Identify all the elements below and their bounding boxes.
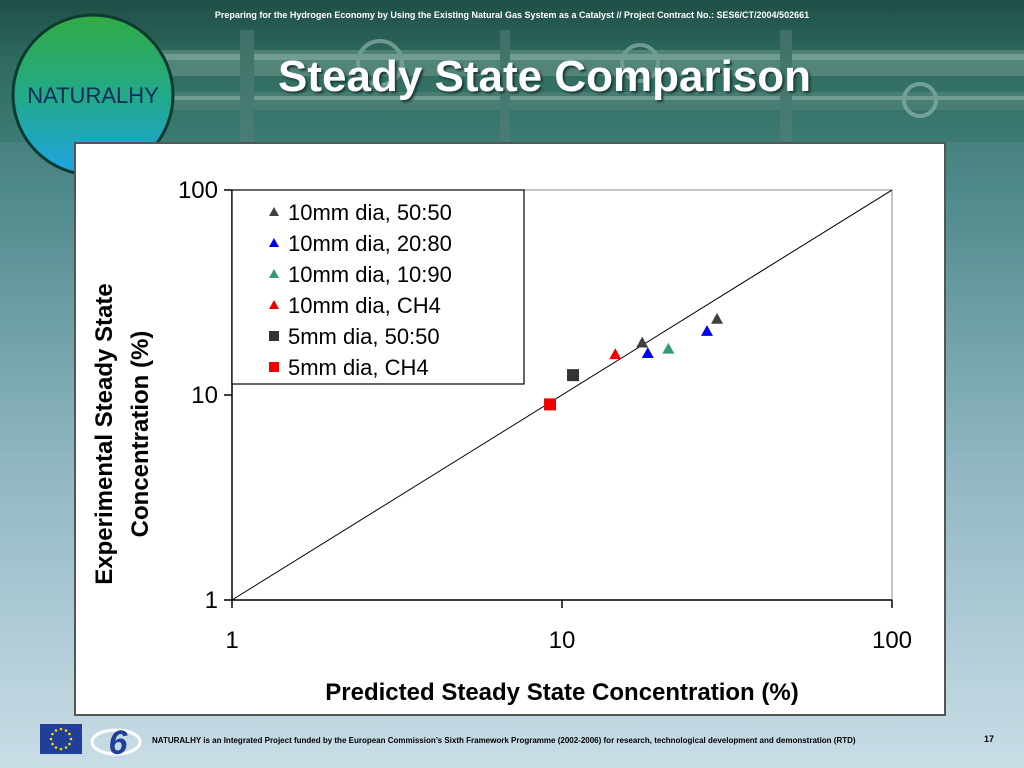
chart-panel: 1 10 100 1 10 100 10mm dia, 50:50 10mm dia, 20… xyxy=(74,142,946,716)
y-tick-label: 10 xyxy=(191,382,218,409)
project-topline: Preparing for the Hydrogen Economy by Us… xyxy=(214,10,810,20)
legend-marker xyxy=(269,269,279,278)
fp6-text: 6 xyxy=(109,724,129,760)
x-tick-label: 10 xyxy=(549,627,576,654)
naturalhy-logo: NATURALHY xyxy=(11,13,175,177)
footer-funding-note: NATURALHY is an Integrated Project funde… xyxy=(152,736,856,745)
legend-marker xyxy=(269,300,279,309)
x-axis-label: Predicted Steady State Concentration (%) xyxy=(325,679,798,706)
data-point xyxy=(544,398,557,411)
x-tick-label: 1 xyxy=(225,627,238,654)
scatter-chart: 1 10 100 1 10 100 10mm dia, 50:50 10mm dia, 20… xyxy=(91,177,912,706)
legend-entry: 5mm dia, CH4 xyxy=(288,355,429,380)
data-point xyxy=(567,369,580,382)
data-point xyxy=(609,348,622,360)
data-point xyxy=(700,325,713,336)
reference-line-y-equals-x xyxy=(231,189,893,601)
pipeline-background-image xyxy=(160,30,1024,142)
legend-marker xyxy=(269,207,279,216)
y-axis-label-line1: Experimental Steady State xyxy=(91,283,118,584)
fp6-logo: 6 xyxy=(90,724,142,760)
legend-entry: 10mm dia, 50:50 xyxy=(288,200,452,225)
data-point xyxy=(641,347,654,358)
legend-entry: 5mm dia, 50:50 xyxy=(288,324,440,349)
legend-entry: 10mm dia, CH4 xyxy=(288,293,441,318)
y-tick-label: 1 xyxy=(205,587,218,614)
slide-title: Steady State Comparison xyxy=(278,52,812,101)
data-point xyxy=(662,342,675,354)
legend-marker xyxy=(269,362,279,372)
legend-marker xyxy=(269,238,279,247)
page-number: 17 xyxy=(984,734,995,744)
data-point xyxy=(711,312,724,324)
eu-flag-logo xyxy=(40,724,82,754)
logo-text: NATURALHY xyxy=(27,83,159,108)
data-point xyxy=(636,336,649,348)
legend-marker xyxy=(269,331,279,341)
legend-entry: 10mm dia, 10:90 xyxy=(288,262,452,287)
legend-entry: 10mm dia, 20:80 xyxy=(288,231,452,256)
legend-box xyxy=(231,189,525,385)
y-axis-label-line2: Concentration (%) xyxy=(127,331,154,538)
y-tick-label: 100 xyxy=(178,177,218,204)
x-tick-label: 100 xyxy=(872,627,912,654)
